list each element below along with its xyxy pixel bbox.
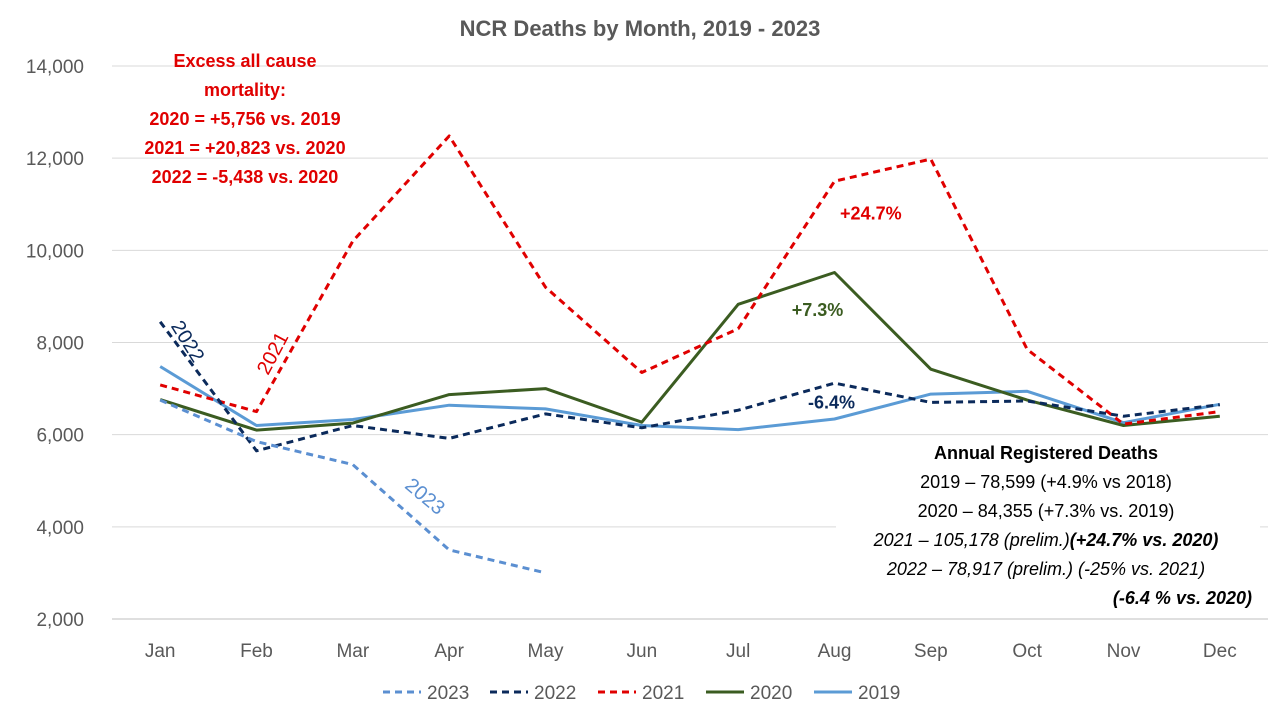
x-tick-label: Jun: [627, 641, 658, 662]
series-label-2021: 2021: [253, 329, 293, 379]
series-line-2021: [159, 134, 1220, 426]
summary-2022: 2022 – 78,917 (prelim.) (-25% vs. 2021): [886, 559, 1205, 579]
legend-label-2022: 2022: [534, 683, 576, 704]
x-tick-label: Oct: [1012, 641, 1042, 662]
y-axis: 2,000 4,000 6,000 8,000 10,000 12,000 14,000: [26, 57, 84, 631]
y-tick-label: 8,000: [36, 334, 84, 355]
x-axis: Jan Feb Mar Apr May Jun Jul Aug Sep Oct Nov Dec: [145, 641, 1237, 662]
series-line-2023: [159, 398, 546, 575]
x-tick-label: Feb: [240, 641, 273, 662]
series-line-2019: [159, 365, 1221, 432]
y-tick-label: 14,000: [26, 57, 84, 78]
excess-note-line-2: mortality:: [204, 80, 286, 100]
summary-2021-value: 2021 – 105,178 (prelim.): [873, 530, 1070, 550]
series-line-2022: [158, 320, 1220, 453]
y-tick-label: 10,000: [26, 241, 84, 262]
excess-note-line-3: 2020 = +5,756 vs. 2019: [149, 109, 340, 129]
legend-label-2019: 2019: [858, 683, 900, 704]
summary-2020: 2020 – 84,355 (+7.3% vs. 2019): [918, 501, 1175, 521]
annotations: +24.7% +7.3% -6.4%: [792, 203, 902, 412]
summary-background: [836, 436, 1260, 616]
x-tick-label: Aug: [818, 641, 852, 662]
x-tick-label: Mar: [336, 641, 369, 662]
x-tick-label: Dec: [1203, 641, 1237, 662]
x-tick-label: Jan: [145, 641, 176, 662]
excess-mortality-note: Excess all cause mortality: 2020 = +5,75…: [144, 51, 345, 187]
annotation-2020: +7.3%: [792, 300, 844, 320]
x-tick-label: Apr: [434, 641, 464, 662]
gridlines: [112, 65, 1268, 620]
x-tick-label: May: [528, 641, 564, 662]
summary-heading: Annual Registered Deaths: [934, 443, 1158, 463]
x-tick-label: Sep: [914, 641, 948, 662]
legend-label-2020: 2020: [750, 683, 792, 704]
excess-note-line-4: 2021 = +20,823 vs. 2020: [144, 138, 345, 158]
series-label-2022: 2022: [166, 317, 208, 366]
y-tick-label: 12,000: [26, 149, 84, 170]
summary-2022-vs-2020: (-6.4 % vs. 2020): [1113, 588, 1252, 608]
summary-2021-change: (+24.7% vs. 2020): [1070, 530, 1219, 550]
summary-2019: 2019 – 78,599 (+4.9% vs 2018): [920, 472, 1172, 492]
x-tick-label: Jul: [726, 641, 750, 662]
legend: 2023 2022 2021 2020 2019: [383, 683, 900, 704]
y-tick-label: 4,000: [36, 518, 84, 539]
excess-note-line-5: 2022 = -5,438 vs. 2020: [152, 167, 339, 187]
series-lines: [158, 134, 1221, 575]
summary-2021: 2021 – 105,178 (prelim.)(+24.7% vs. 2020…: [873, 530, 1219, 550]
annual-summary: Annual Registered Deaths 2019 – 78,599 (…: [836, 436, 1260, 616]
y-tick-label: 6,000: [36, 426, 84, 447]
chart-title: NCR Deaths by Month, 2019 - 2023: [460, 16, 821, 41]
annotation-2021: +24.7%: [840, 203, 902, 223]
legend-label-2021: 2021: [642, 683, 684, 704]
annotation-2022: -6.4%: [808, 392, 855, 412]
x-tick-label: Nov: [1107, 641, 1141, 662]
excess-note-line-1: Excess all cause: [173, 51, 316, 71]
y-tick-label: 2,000: [36, 610, 84, 631]
legend-label-2023: 2023: [427, 683, 469, 704]
